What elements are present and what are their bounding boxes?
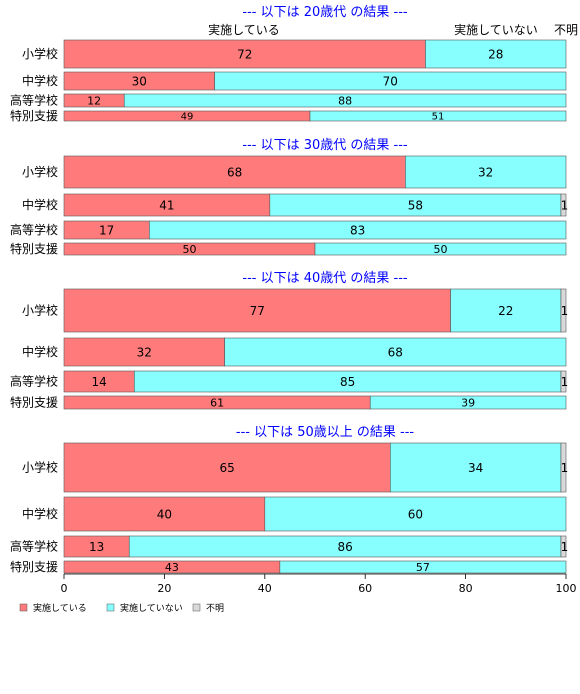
x-tick-label: 100	[556, 582, 577, 595]
data-label: 1	[561, 198, 569, 212]
category-label: 特別支援	[10, 395, 58, 410]
data-label: 30	[132, 74, 147, 88]
legend-swatch	[106, 603, 115, 612]
column-header-implemented: 実施している	[208, 22, 280, 37]
bar-segment-implemented	[63, 288, 451, 333]
data-label: 32	[137, 345, 152, 359]
section-title-1: --- 以下は 20歳代 の結果 ---	[242, 5, 408, 20]
data-label: 51	[432, 112, 445, 123]
bar-segment-unknown	[560, 535, 567, 558]
legend-label: 不明	[206, 603, 224, 614]
data-label: 49	[181, 112, 194, 123]
bar-segment-not-implemented	[309, 110, 567, 122]
bar-segment-unknown	[560, 288, 567, 333]
x-tick-label: 60	[358, 582, 372, 595]
bar-segment-implemented	[63, 442, 391, 493]
category-label: 特別支援	[10, 559, 58, 574]
bar-segment-not-implemented	[425, 39, 567, 69]
data-label: 86	[337, 540, 352, 554]
data-label: 70	[383, 74, 398, 88]
category-label: 中学校	[22, 73, 58, 88]
data-label: 1	[561, 375, 569, 389]
data-label: 1	[561, 304, 569, 318]
data-label: 50	[183, 243, 197, 256]
legend-label: 実施している	[33, 602, 87, 614]
data-label: 1	[561, 461, 569, 475]
bar-segment-not-implemented	[279, 560, 567, 574]
data-label: 77	[250, 304, 265, 318]
data-label: 41	[159, 198, 174, 212]
category-label: 小学校	[22, 46, 58, 61]
bar-segment-implemented	[63, 496, 266, 532]
bar-segment-not-implemented	[224, 337, 567, 367]
x-tick-label: 20	[157, 582, 171, 595]
legend-label: 実施していない	[120, 602, 183, 614]
data-label: 32	[478, 165, 493, 179]
bar-segment-not-implemented	[389, 442, 562, 493]
column-header-not-implemented: 実施していない	[454, 22, 538, 37]
category-label: 小学校	[22, 164, 58, 179]
category-label: 小学校	[22, 303, 58, 318]
bar-segment-not-implemented	[214, 71, 567, 91]
bar-segment-not-implemented	[314, 242, 567, 256]
category-label: 高等学校	[10, 374, 58, 389]
data-label: 60	[408, 507, 423, 521]
section-title-2: --- 以下は 30歳代 の結果 ---	[242, 138, 408, 153]
data-label: 34	[468, 461, 483, 475]
section-title-4: --- 以下は 50歳以上 の結果 ---	[236, 425, 415, 440]
section-title-3: --- 以下は 40歳代 の結果 ---	[242, 271, 408, 286]
x-tick-label: 80	[459, 582, 473, 595]
bar-segment-unknown	[560, 442, 567, 493]
data-label: 13	[89, 540, 104, 554]
data-label: 65	[220, 461, 235, 475]
category-label: 小学校	[22, 460, 58, 475]
category-label: 特別支援	[10, 241, 58, 256]
data-label: 22	[498, 304, 513, 318]
legend-swatch	[19, 603, 28, 612]
x-tick-label: 0	[61, 582, 68, 595]
data-label: 43	[165, 561, 179, 574]
data-label: 40	[157, 507, 172, 521]
data-label: 61	[210, 396, 224, 409]
data-label: 50	[434, 243, 448, 256]
data-label: 88	[338, 94, 352, 107]
bar-segment-not-implemented	[369, 395, 567, 410]
data-label: 1	[561, 540, 569, 554]
data-label: 14	[91, 375, 106, 389]
data-label: 68	[388, 345, 403, 359]
data-label: 28	[488, 47, 503, 61]
data-label: 57	[416, 561, 430, 574]
data-label: 68	[227, 165, 242, 179]
bar-segment-implemented	[63, 155, 406, 189]
legend-swatch	[192, 603, 201, 612]
bar-segment-implemented	[63, 337, 225, 367]
bar-segment-unknown	[560, 193, 567, 217]
category-label: 中学校	[22, 344, 58, 359]
category-label: 特別支援	[10, 108, 58, 123]
data-label: 83	[350, 223, 365, 237]
category-label: 中学校	[22, 197, 58, 212]
bar-segment-implemented	[63, 39, 426, 69]
data-label: 72	[237, 47, 252, 61]
category-label: 中学校	[22, 506, 58, 521]
column-header-unknown: 不明	[554, 23, 578, 37]
bar-segment-not-implemented	[149, 220, 567, 240]
bar-segment-not-implemented	[264, 496, 567, 532]
category-label: 高等学校	[10, 222, 58, 237]
data-label: 85	[340, 375, 355, 389]
data-label: 39	[461, 396, 475, 409]
bar-segment-unknown	[560, 370, 567, 393]
bar-segment-not-implemented	[405, 155, 567, 189]
data-label: 17	[99, 223, 114, 237]
bar-segment-not-implemented	[123, 93, 567, 108]
data-label: 58	[408, 198, 423, 212]
category-label: 高等学校	[10, 539, 58, 554]
category-label: 高等学校	[10, 93, 58, 108]
x-tick-label: 40	[258, 582, 272, 595]
data-label: 12	[87, 94, 101, 107]
